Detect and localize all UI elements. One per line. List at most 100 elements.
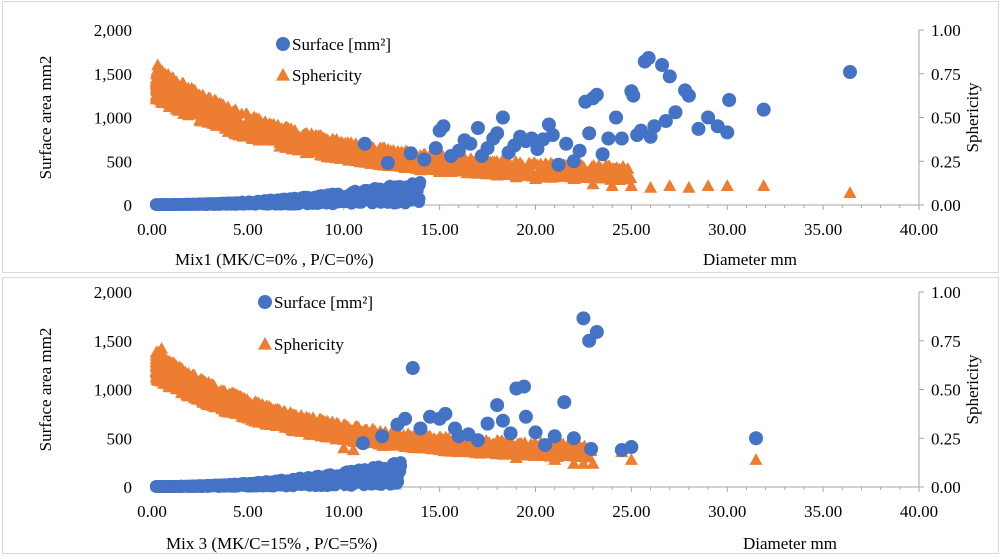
surface-point (566, 431, 581, 446)
chart-subtitle: Mix1 (MK/C=0% , P/C=0%) (175, 250, 374, 269)
sphericity-point (345, 151, 358, 163)
sphericity-point (452, 445, 466, 458)
x-tick-label: 15.00 (421, 502, 459, 521)
sphericity-point (186, 368, 199, 380)
surface-point (641, 51, 656, 65)
surface-point (295, 195, 308, 208)
sphericity-point (350, 142, 363, 154)
chart-mix1: 0.00 5.00 10.00 15.00 20.00 25.00 30.00 35.00 40… (36, 21, 982, 269)
surface-point (187, 480, 200, 493)
sphericity-point (185, 81, 198, 93)
sphericity-point (154, 357, 167, 369)
surface-point (490, 126, 505, 141)
y2-tick-label: 0.00 (931, 196, 961, 215)
sphericity-point (413, 163, 427, 176)
x-tick-label: 5.00 (233, 502, 263, 521)
sphericity-point (465, 438, 478, 450)
surface-point (167, 198, 180, 211)
y2-axis-title: Sphericity (963, 354, 982, 424)
surface-point (516, 379, 531, 394)
sphericity-point (345, 136, 358, 148)
sphericity-point (482, 446, 495, 458)
sphericity-point (307, 130, 320, 141)
sphericity-point (624, 453, 638, 465)
surface-point (647, 119, 662, 134)
y-tick-label: 500 (107, 429, 133, 448)
sphericity-point (215, 398, 228, 410)
sphericity-point (151, 58, 165, 71)
x-axis-title: Diameter mm (743, 534, 837, 553)
surface-point (216, 197, 229, 210)
surface-point (234, 198, 247, 211)
x-axis-title: Diameter mm (703, 250, 797, 269)
surface-point (756, 102, 771, 117)
sphericity-point (843, 186, 857, 198)
sphericity-point (278, 419, 291, 431)
sphericity-point (275, 130, 288, 142)
sphericity-point (609, 162, 622, 174)
surface-point (405, 361, 420, 376)
sphericity-point (167, 91, 180, 103)
surface-point (589, 324, 604, 339)
sphericity-point (507, 440, 520, 452)
surface-point (164, 480, 177, 493)
sphericity-point (517, 160, 530, 172)
sphericity-point (175, 382, 188, 394)
sphericity-point (602, 171, 615, 183)
sphericity-point (259, 417, 272, 429)
y-tick-label: 2,000 (94, 21, 132, 40)
y-tick-label: 2,000 (94, 283, 132, 302)
y-axis-title: Surface area mm2 (36, 56, 55, 180)
sphericity-point (150, 78, 163, 90)
sphericity-point (433, 154, 446, 166)
surface-point (668, 105, 683, 120)
sphericity-point (168, 101, 181, 112)
surface-point (206, 480, 219, 493)
y2-tick-label: 0.75 (931, 332, 961, 351)
sphericity-point (311, 146, 324, 157)
sphericity-point (244, 114, 257, 126)
sphericity-point (202, 93, 215, 105)
sphericity-point (402, 428, 415, 440)
surface-point (662, 69, 677, 84)
surface-point (350, 473, 363, 486)
sphericity-point (567, 172, 581, 184)
sphericity-point (152, 86, 165, 98)
sphericity-point (167, 82, 180, 94)
sphericity-point (164, 370, 177, 382)
surface-point (495, 413, 510, 428)
legend-marker-surface (258, 295, 272, 309)
surface-point (258, 194, 271, 207)
y-tick-label: 0 (124, 196, 133, 215)
surface-point (503, 426, 518, 441)
sphericity-point (293, 419, 306, 431)
surface-point (655, 58, 670, 72)
sphericity-point (244, 396, 257, 408)
sphericity-point (394, 435, 408, 448)
surface-point (547, 429, 562, 444)
sphericity-point (624, 179, 638, 191)
x-tick-label: 30.00 (708, 502, 746, 521)
y-tick-label: 1,500 (94, 65, 132, 84)
sphericity-point (283, 132, 296, 144)
sphericity-point (270, 405, 283, 417)
sphericity-point (471, 441, 485, 454)
sphericity-point (204, 391, 217, 403)
sphericity-point (330, 418, 343, 430)
sphericity-point (262, 399, 275, 411)
sphericity-point (337, 441, 351, 454)
surface-point (538, 438, 553, 453)
sphericity-point (210, 384, 223, 396)
sphericity-point (158, 83, 171, 94)
sphericity-point (307, 428, 320, 440)
x-tick-label: 0.00 (137, 502, 167, 521)
y2-tick-label: 0.25 (931, 152, 961, 171)
surface-point (343, 196, 356, 209)
sphericity-point (567, 457, 581, 469)
sphericity-point (701, 179, 715, 191)
surface-point (385, 464, 398, 477)
sphericity-point (720, 179, 734, 191)
sphericity-point (175, 89, 188, 101)
sphericity-point (318, 137, 331, 149)
sphericity-point (586, 457, 600, 469)
